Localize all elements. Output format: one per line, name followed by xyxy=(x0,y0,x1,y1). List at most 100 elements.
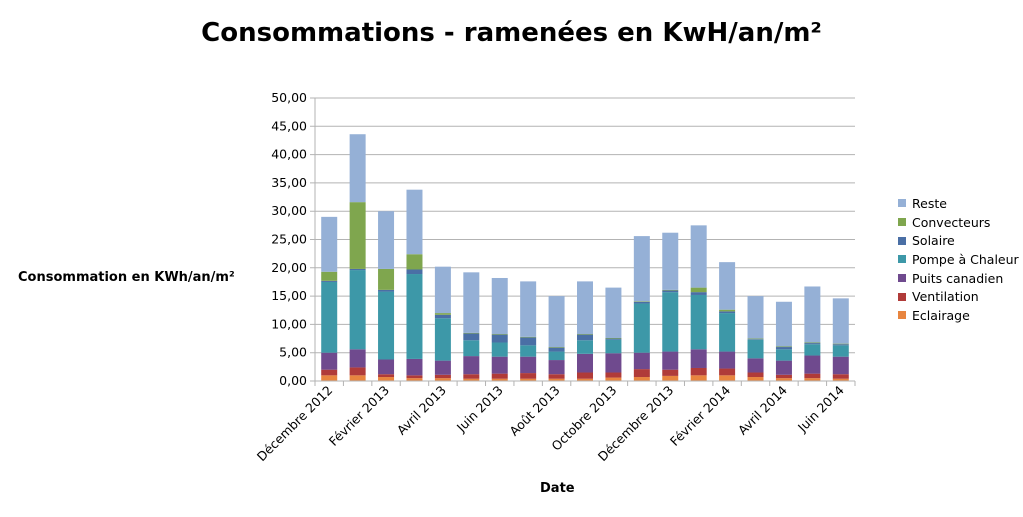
bar-segment xyxy=(491,334,508,335)
bar-segment xyxy=(690,225,707,288)
bar-segment xyxy=(690,349,707,368)
bar-segment xyxy=(406,274,423,359)
bar-segment xyxy=(406,254,423,270)
bar-segment xyxy=(662,375,679,381)
bar-segment xyxy=(719,262,736,310)
bar-segment xyxy=(406,269,423,275)
bar-segment xyxy=(775,378,792,381)
y-tick-label: 30,00 xyxy=(271,203,307,218)
bar-segment xyxy=(633,301,650,302)
bar-segment xyxy=(605,339,622,354)
bar-segment xyxy=(605,287,622,338)
bar-segment xyxy=(463,356,480,375)
bar-segment xyxy=(520,337,537,346)
bar-segment xyxy=(321,369,338,376)
bar-segment xyxy=(690,292,707,295)
x-tick-label: Avril 2014 xyxy=(735,382,790,437)
bar-segment xyxy=(406,375,423,379)
bar-segment xyxy=(832,344,849,346)
bar-segment xyxy=(378,211,395,269)
bars xyxy=(321,134,849,381)
bar-segment xyxy=(349,375,366,381)
bar-segment xyxy=(605,372,622,378)
bar-segment xyxy=(690,294,707,350)
bar-segment xyxy=(662,289,679,291)
y-tick-label: 50,00 xyxy=(271,90,307,105)
legend-swatch xyxy=(898,255,906,264)
bar-segment xyxy=(832,374,849,379)
bar-segment xyxy=(775,374,792,379)
x-tick-label: Juin 2014 xyxy=(794,382,847,435)
x-tick-label: Juin 2013 xyxy=(453,383,506,436)
bar-segment xyxy=(775,347,792,350)
bar-segment xyxy=(406,358,423,376)
bar-segment xyxy=(520,373,537,379)
bar-segment xyxy=(349,349,366,368)
bar-segment xyxy=(378,268,395,290)
bar-segment xyxy=(434,266,451,314)
bar-segment xyxy=(434,318,451,361)
bar-segment xyxy=(832,345,849,357)
bar-segment xyxy=(690,287,707,293)
bar-segment xyxy=(548,360,565,375)
y-axis-label: Consommation en KWh/an/m² xyxy=(18,270,235,285)
legend-swatch xyxy=(898,274,906,283)
bar-segment xyxy=(520,281,537,337)
bar-segment xyxy=(662,292,679,352)
bar-segment xyxy=(719,313,736,352)
legend-swatch xyxy=(898,218,906,227)
y-tick-label: 15,00 xyxy=(271,288,307,303)
bar-segment xyxy=(548,347,565,352)
bar-segment xyxy=(577,281,593,335)
legend-label: Convecteurs xyxy=(912,214,991,230)
legend-item: Puits canadien xyxy=(898,269,1019,288)
bar-segment xyxy=(434,314,451,319)
chart-title: Consommations - ramenées en KwH/an/m² xyxy=(201,18,822,48)
bar-segment xyxy=(548,347,565,348)
bar-segment xyxy=(577,334,593,341)
bar-segment xyxy=(520,356,537,374)
bar-segment xyxy=(605,337,622,339)
bar-segment xyxy=(804,355,821,374)
bar-segment xyxy=(577,372,593,379)
legend-label: Ventilation xyxy=(912,289,979,305)
bar-segment xyxy=(633,236,650,302)
x-tick-label: Décembre 2012 xyxy=(254,383,336,465)
legend-item: Pompe à Chaleur xyxy=(898,250,1019,269)
bar-segment xyxy=(577,334,593,335)
bar-segment xyxy=(491,334,508,343)
legend: Reste Convecteurs Solaire Pompe à Chaleur Pu… xyxy=(898,194,1019,325)
bar-segment xyxy=(463,333,480,341)
bar-segment xyxy=(804,344,821,356)
bar-segment xyxy=(747,338,764,340)
bar-segment xyxy=(548,351,565,361)
legend-item: Eclairage xyxy=(898,306,1019,325)
bar-segment xyxy=(491,373,508,379)
bar-segment xyxy=(378,359,395,375)
bar-segment xyxy=(719,311,736,314)
legend-item: Ventilation xyxy=(898,287,1019,306)
bar-segment xyxy=(520,345,537,357)
legend-item: Convecteurs xyxy=(898,213,1019,232)
bar-segment xyxy=(633,352,650,370)
bar-segment xyxy=(321,352,338,370)
y-tick-label: 40,00 xyxy=(271,147,307,162)
bar-segment xyxy=(719,351,736,369)
bar-segment xyxy=(662,351,679,370)
legend-swatch xyxy=(898,199,906,208)
bar-segment xyxy=(321,271,338,281)
bar-segment xyxy=(406,189,423,255)
bar-segment xyxy=(434,313,451,315)
x-tick-label: Août 2013 xyxy=(506,383,562,439)
bar-segment xyxy=(832,378,849,381)
x-tick-label: Avril 2013 xyxy=(394,383,449,438)
x-tick-label: Février 2013 xyxy=(326,383,392,449)
bar-segment xyxy=(747,339,764,340)
bar-segment xyxy=(804,286,821,343)
bar-segment xyxy=(719,375,736,381)
bar-segment xyxy=(662,290,679,293)
bar-segment xyxy=(633,303,650,353)
bar-segment xyxy=(747,358,764,373)
bar-segment xyxy=(775,349,792,361)
